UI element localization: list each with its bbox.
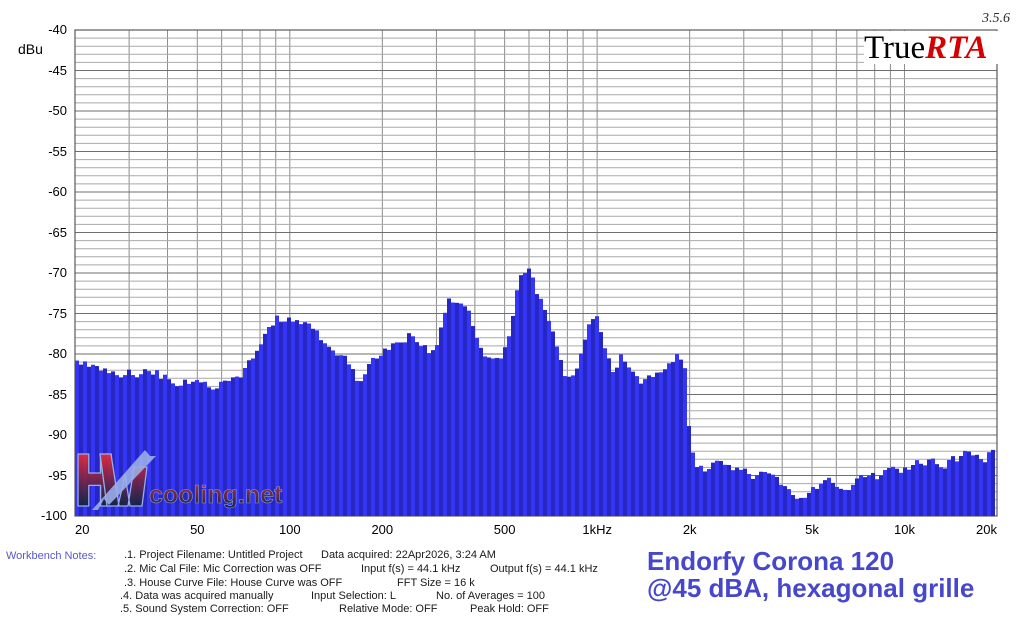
svg-text:cooling.net: cooling.net <box>149 481 283 509</box>
